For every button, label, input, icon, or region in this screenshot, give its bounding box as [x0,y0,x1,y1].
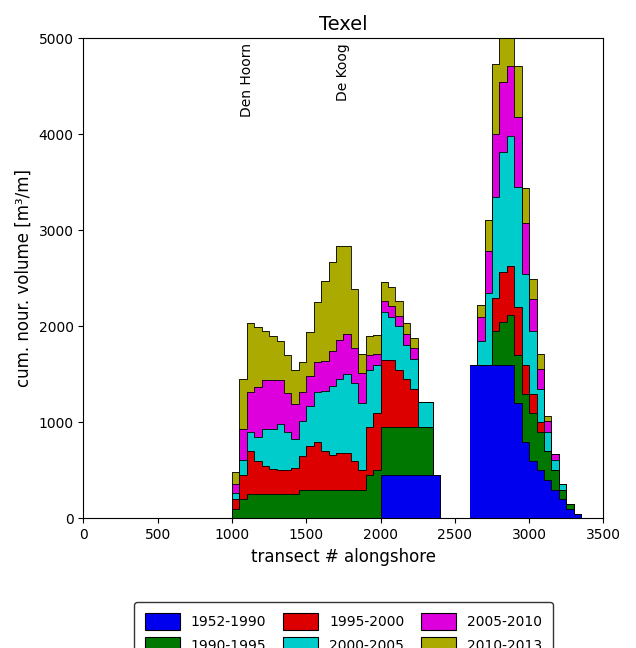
Text: De Koog: De Koog [336,43,350,101]
Y-axis label: cum. nour. volume [m³/m]: cum. nour. volume [m³/m] [15,169,33,388]
X-axis label: transect # alongshore: transect # alongshore [251,548,436,566]
Text: Den Hoorn: Den Hoorn [240,43,254,117]
Legend: 1952-1990, 1990-1995, 1995-2000, 2000-2005, 2005-2010, 2010-2013: 1952-1990, 1990-1995, 1995-2000, 2000-20… [134,602,553,648]
Title: Texel: Texel [319,15,368,34]
